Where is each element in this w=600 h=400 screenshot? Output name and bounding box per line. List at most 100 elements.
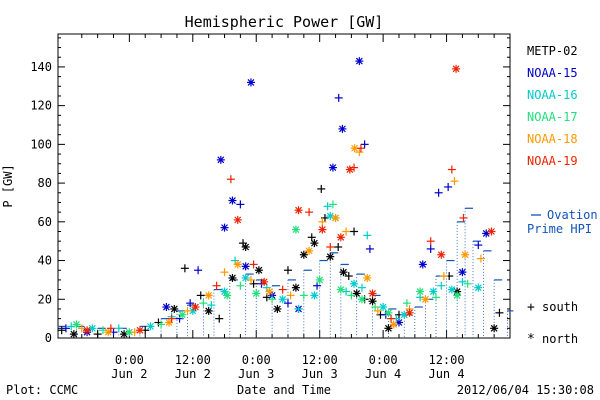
north-marker — [487, 227, 496, 236]
marker-stroke — [452, 65, 460, 73]
south-marker — [183, 306, 192, 315]
south-marker — [246, 275, 255, 284]
marker-stroke — [255, 266, 263, 274]
north-marker — [228, 196, 237, 205]
north-marker — [328, 163, 337, 172]
marker-stroke — [70, 330, 78, 338]
x-tick-time-label: 0:00 — [242, 353, 271, 367]
south-marker — [458, 277, 467, 286]
north-marker — [336, 285, 345, 294]
south-marker — [439, 272, 448, 281]
x-tick-day-label: Jun 4 — [365, 367, 401, 381]
y-tick-label: 20 — [38, 292, 52, 306]
south-marker — [459, 213, 468, 222]
south-marker — [196, 291, 205, 300]
north-marker — [421, 295, 430, 304]
north-marker — [83, 326, 92, 335]
south-marker — [194, 266, 203, 275]
south-marker — [431, 293, 440, 302]
x-tick-time-label: 0:00 — [369, 353, 398, 367]
north-marker — [178, 310, 187, 319]
marker-stroke — [223, 291, 231, 299]
south-marker — [167, 314, 176, 323]
marker-stroke — [338, 125, 346, 133]
x-tick-time-label: 12:00 — [428, 353, 464, 367]
north-marker — [352, 289, 361, 298]
marker-stroke — [350, 280, 358, 288]
south-marker — [360, 140, 369, 149]
north-marker — [220, 223, 229, 232]
marker-stroke — [178, 311, 186, 319]
ovation-legend-line2: Prime HPI — [527, 222, 592, 236]
north-marker — [447, 285, 456, 294]
south-marker — [186, 299, 195, 308]
marker-stroke — [221, 288, 228, 295]
north-marker — [241, 262, 250, 271]
marker-stroke — [437, 251, 445, 259]
marker-stroke — [488, 228, 495, 235]
marker-stroke — [369, 290, 376, 297]
marker-stroke — [104, 328, 112, 336]
north-marker — [355, 57, 364, 66]
marker-stroke — [351, 144, 358, 152]
south-marker — [328, 200, 337, 209]
south-marker — [323, 202, 332, 211]
north-marker — [191, 303, 200, 312]
south-marker — [215, 314, 224, 323]
north-marker — [338, 124, 347, 133]
y-tick-label: 120 — [30, 99, 52, 113]
legend-entry: NOAA-15 — [527, 66, 578, 80]
north-marker — [345, 165, 354, 174]
north-marker — [490, 324, 499, 333]
south-marker — [373, 306, 382, 315]
north-marker — [241, 242, 250, 251]
x-tick-time-label: 12:00 — [302, 353, 338, 367]
marker-legend-south-label: south — [542, 300, 578, 314]
legend-entry: METP-02 — [527, 44, 578, 58]
plot-frame — [57, 33, 511, 339]
south-marker — [212, 281, 221, 290]
marker-stroke — [273, 305, 281, 313]
x-tick-day-label: Jun 3 — [302, 367, 338, 381]
marker-stroke — [358, 295, 366, 303]
south-marker — [249, 260, 258, 269]
south-marker — [434, 188, 443, 197]
marker-stroke — [337, 233, 345, 241]
south-marker — [350, 163, 359, 172]
north-marker — [331, 213, 340, 222]
marker-stroke — [300, 251, 308, 259]
south-marker — [57, 326, 66, 335]
north-marker — [452, 64, 461, 73]
marker-stroke — [310, 239, 318, 247]
south-marker — [344, 272, 353, 281]
y-tick-label: 140 — [30, 60, 52, 74]
marker-stroke — [205, 291, 213, 299]
y-tick-label: 40 — [38, 254, 52, 268]
marker-stroke — [147, 322, 154, 330]
north-marker — [416, 287, 425, 296]
north-marker — [326, 252, 335, 261]
marker-stroke — [234, 260, 242, 268]
marker-stroke — [329, 164, 337, 172]
marker-stroke — [221, 224, 228, 232]
marker-stroke — [165, 319, 173, 326]
north-marker — [418, 260, 427, 269]
north-marker — [294, 206, 303, 215]
north-marker — [278, 295, 287, 304]
south-marker — [286, 291, 295, 300]
marker-stroke — [474, 284, 482, 292]
south-marker — [199, 299, 208, 308]
marker-stroke — [162, 303, 170, 311]
marker-stroke — [421, 295, 429, 303]
north-marker — [273, 304, 282, 313]
north-marker — [474, 283, 483, 292]
north-marker — [453, 291, 462, 300]
marker-stroke — [189, 307, 197, 315]
marker-stroke — [292, 284, 300, 292]
south-marker — [355, 148, 364, 157]
y-tick-label: 0 — [45, 331, 52, 345]
footer-timestamp: 2012/06/04 15:30:08 — [457, 383, 594, 397]
marker-stroke — [242, 274, 250, 282]
